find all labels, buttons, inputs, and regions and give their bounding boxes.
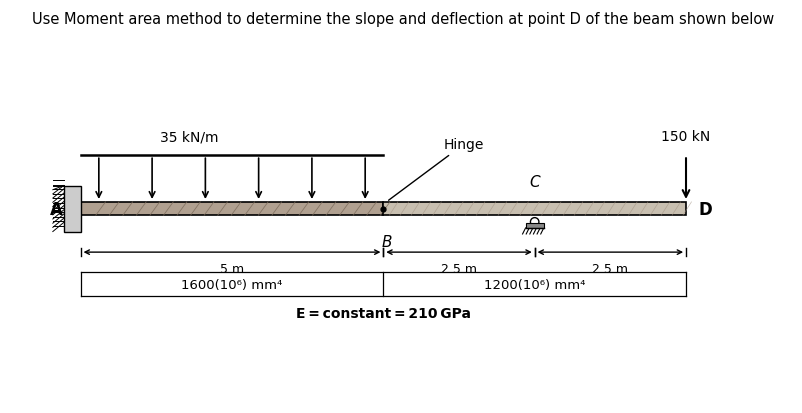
- Bar: [80, 202, 383, 216]
- Text: 150 kN: 150 kN: [661, 130, 710, 144]
- Text: C: C: [529, 175, 539, 190]
- Text: D: D: [697, 200, 711, 218]
- Circle shape: [530, 218, 538, 227]
- Text: 1200(10⁶) mm⁴: 1200(10⁶) mm⁴: [484, 278, 585, 291]
- Text: 2.5 m: 2.5 m: [592, 262, 627, 275]
- Text: B: B: [381, 235, 391, 249]
- Text: Hinge: Hinge: [388, 138, 484, 201]
- Text: Use Moment area method to determine the slope and deflection at point D of the b: Use Moment area method to determine the …: [32, 12, 773, 27]
- Bar: [383, 202, 685, 216]
- Bar: [525, 223, 543, 228]
- Bar: [63, 186, 80, 232]
- Text: 2.5 m: 2.5 m: [440, 262, 476, 275]
- Text: A: A: [50, 200, 63, 218]
- Text: E = constant = 210 GPa: E = constant = 210 GPa: [295, 306, 470, 320]
- Text: 35 kN/m: 35 kN/m: [160, 130, 219, 144]
- Text: 1600(10⁶) mm⁴: 1600(10⁶) mm⁴: [181, 278, 282, 291]
- Text: 5 m: 5 m: [220, 262, 244, 275]
